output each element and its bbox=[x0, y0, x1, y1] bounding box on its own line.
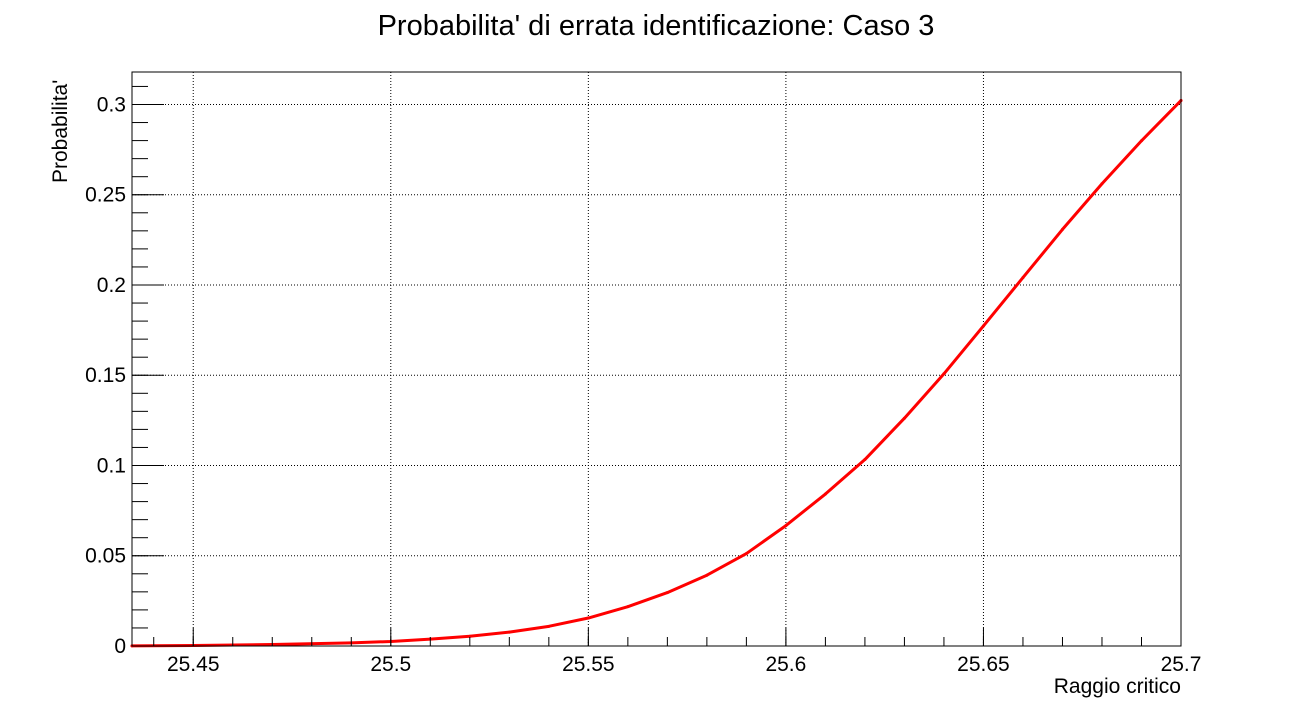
data-point bbox=[705, 573, 709, 577]
series-layer bbox=[130, 99, 1183, 648]
tick-labels: 25.45 25.5 25.55 25.6 25.65 25.7 0 0.05 0.1 0.15 0… bbox=[85, 93, 1201, 676]
data-point bbox=[1139, 139, 1143, 143]
grid bbox=[132, 72, 1181, 646]
data-point bbox=[942, 372, 946, 376]
data-point bbox=[1100, 182, 1104, 186]
x-tick-label: 25.7 bbox=[1161, 653, 1202, 676]
data-point bbox=[547, 624, 551, 628]
data-point bbox=[1021, 276, 1025, 280]
data-point bbox=[902, 416, 906, 420]
data-point bbox=[586, 616, 590, 620]
y-tick-label: 0 bbox=[114, 635, 126, 658]
plot-frame bbox=[131, 71, 1182, 647]
data-point bbox=[863, 458, 867, 462]
ticks bbox=[132, 85, 1182, 647]
y-tick-label: 0.15 bbox=[85, 364, 126, 387]
data-point bbox=[823, 492, 827, 496]
chart-title: Probabilita' di errata identificazione: … bbox=[378, 10, 935, 42]
x-tick-label: 25.65 bbox=[957, 653, 1010, 676]
y-tick-label: 0.1 bbox=[97, 454, 126, 477]
y-tick-label: 0.25 bbox=[85, 184, 126, 207]
x-tick-label: 25.45 bbox=[167, 653, 220, 676]
data-point bbox=[665, 591, 669, 595]
data-point bbox=[981, 324, 985, 328]
data-point bbox=[626, 605, 630, 609]
y-tick-label: 0.2 bbox=[97, 274, 126, 297]
data-point bbox=[1060, 227, 1064, 231]
data-point bbox=[468, 634, 472, 638]
y-axis-label: Probabilita' bbox=[49, 80, 72, 183]
y-tick-label: 0.3 bbox=[97, 93, 126, 116]
data-point bbox=[784, 524, 788, 528]
x-tick-label: 25.55 bbox=[562, 653, 615, 676]
data-point bbox=[744, 552, 748, 556]
series-line bbox=[130, 99, 1183, 648]
x-tick-label: 25.6 bbox=[765, 653, 806, 676]
data-point bbox=[507, 630, 511, 634]
y-tick-label: 0.05 bbox=[85, 545, 126, 568]
x-axis-label: Raggio critico bbox=[1054, 675, 1181, 698]
x-tick-label: 25.5 bbox=[370, 653, 411, 676]
